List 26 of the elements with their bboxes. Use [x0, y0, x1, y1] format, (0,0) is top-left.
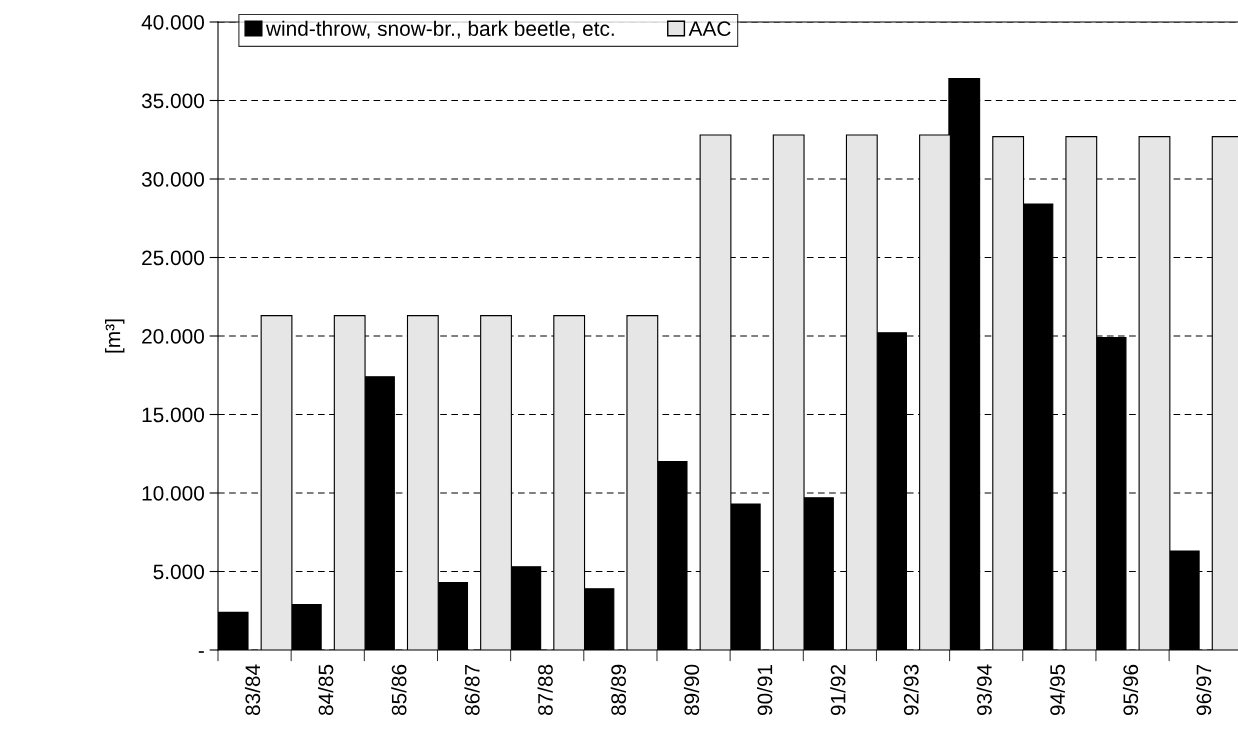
x-tick-label: 93/94 [976, 664, 992, 716]
y-tick-label: 30.000 [141, 172, 204, 187]
x-tick-label: 89/90 [683, 664, 700, 716]
x-tick-label: 94/95 [1049, 664, 1065, 716]
x-tick-label: 85/86 [391, 664, 407, 716]
x-tick-label: 84/85 [318, 664, 334, 716]
x-tick-label: 86/87 [464, 664, 480, 716]
y-tick-label: - [198, 651, 204, 653]
y-tick-label: 5.000 [153, 564, 204, 580]
x-tick-label: 87/88 [537, 664, 553, 716]
y-axis-title: [m³] [105, 319, 125, 353]
x-tick-label: 83/84 [244, 664, 261, 716]
y-tick-label: 10.000 [142, 486, 204, 501]
x-tick-label: 88/89 [610, 664, 626, 716]
y-tick-label: 35.000 [141, 93, 204, 109]
y-tick-label: 20.000 [142, 329, 204, 344]
legend-label: wind-throw, snow-br., bark beetle, etc. [265, 20, 614, 39]
y-tick-label: 15.000 [142, 407, 204, 423]
x-tick-label: 96/97 [1195, 664, 1212, 716]
y-tick-label: 25.000 [142, 250, 204, 266]
x-tick-label: 90/91 [757, 664, 773, 716]
x-tick-label: 92/93 [903, 664, 919, 716]
x-tick-label: 95/96 [1122, 664, 1139, 716]
x-tick-label: 91/92 [830, 664, 846, 716]
legend-label: AAC [688, 21, 731, 37]
y-tick-label: 40.000 [141, 15, 204, 30]
